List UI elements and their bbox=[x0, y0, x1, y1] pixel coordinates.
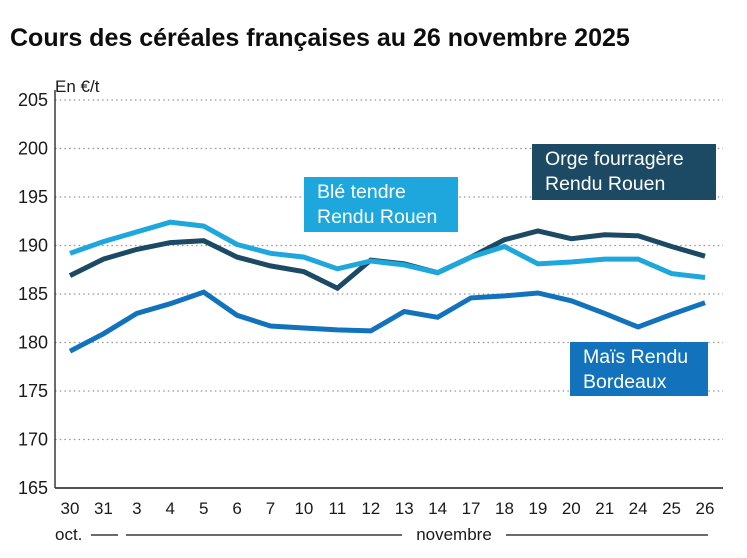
x-tick-label: 11 bbox=[329, 499, 347, 518]
x-tick-label: 3 bbox=[132, 499, 141, 518]
month-label-oct: oct. bbox=[55, 525, 82, 544]
y-tick-label: 195 bbox=[18, 187, 48, 207]
y-tick-label: 205 bbox=[18, 90, 48, 110]
chart-title: Cours des céréales françaises au 26 nove… bbox=[10, 24, 630, 52]
x-tick-label: 24 bbox=[629, 499, 648, 518]
series-line-bl-tendre-rendu-rouen bbox=[69, 219, 706, 280]
x-tick-label: 18 bbox=[495, 499, 514, 518]
x-tick-label: 7 bbox=[266, 499, 275, 518]
x-tick-label: 6 bbox=[232, 499, 241, 518]
y-tick-label: 170 bbox=[18, 430, 48, 450]
mais-series-label: Maïs Rendu Bordeaux bbox=[570, 342, 708, 396]
y-tick-label: 185 bbox=[18, 284, 48, 304]
x-tick-label: 17 bbox=[462, 499, 481, 518]
x-tick-label: 31 bbox=[94, 499, 113, 518]
orge-series-label: Orge fourragère Rendu Rouen bbox=[532, 144, 716, 200]
ble-tendre-series-label: Blé tendre Rendu Rouen bbox=[304, 177, 458, 232]
x-tick-label: 19 bbox=[528, 499, 547, 518]
x-tick-label: 13 bbox=[395, 499, 414, 518]
y-tick-label: 200 bbox=[18, 139, 48, 159]
series-line-ma-s-rendu-bordeaux bbox=[68, 289, 706, 354]
y-tick-label: 165 bbox=[18, 478, 48, 498]
y-tick-label: 175 bbox=[18, 381, 48, 401]
x-tick-label: 14 bbox=[428, 499, 447, 518]
month-label-novembre: novembre bbox=[416, 525, 492, 544]
x-tick-label: 26 bbox=[696, 499, 715, 518]
y-axis-unit-label: En €/t bbox=[55, 77, 100, 96]
ble-tendre-label-line2: Rendu Rouen bbox=[317, 206, 438, 228]
x-tick-label: 4 bbox=[166, 499, 175, 518]
x-tick-label: 25 bbox=[662, 499, 681, 518]
orge-label-line1: Orge fourragère bbox=[545, 148, 684, 170]
orge-label-line2: Rendu Rouen bbox=[545, 173, 666, 195]
x-tick-label: 20 bbox=[562, 499, 581, 518]
y-tick-label: 190 bbox=[18, 236, 48, 256]
mais-label-line1: Maïs Rendu bbox=[583, 346, 689, 368]
x-tick-label: 21 bbox=[595, 499, 614, 518]
ble-tendre-label-line1: Blé tendre bbox=[317, 181, 406, 203]
y-tick-label: 180 bbox=[18, 333, 48, 353]
x-tick-label: 10 bbox=[294, 499, 313, 518]
x-tick-label: 12 bbox=[361, 499, 380, 518]
x-tick-label: 30 bbox=[61, 499, 80, 518]
mais-label-line2: Bordeaux bbox=[583, 371, 667, 393]
x-tick-label: 5 bbox=[199, 499, 208, 518]
